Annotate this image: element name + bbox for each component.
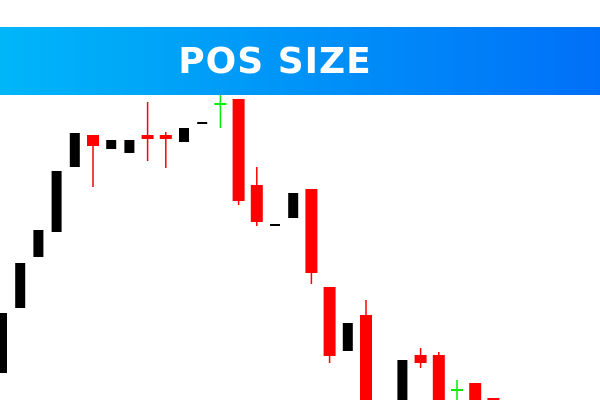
candle-10 (159, 132, 172, 168)
candle-body (197, 122, 208, 124)
candle-body (414, 355, 427, 363)
candle-21 (360, 300, 372, 400)
candle-body (214, 103, 227, 105)
candle-6 (87, 135, 99, 187)
candle-body (397, 360, 408, 400)
candle-12 (197, 122, 208, 124)
candle-body (51, 171, 62, 232)
candle-2 (15, 263, 26, 308)
candle-body (323, 287, 336, 356)
candle-body (451, 389, 463, 391)
candle-body (342, 323, 353, 351)
candle-27 (469, 383, 482, 400)
candle-9 (141, 102, 154, 161)
candle-body (360, 315, 372, 400)
candle-1 (0, 313, 7, 373)
candle-body (15, 263, 26, 308)
candle-11 (179, 128, 189, 142)
candle-body (141, 135, 154, 139)
candle-25 (432, 352, 445, 400)
candle-body (305, 189, 318, 273)
candle-23 (397, 360, 408, 400)
candle-body (106, 140, 117, 149)
candle-18 (305, 189, 318, 284)
candle-body (270, 224, 280, 226)
candle-28 (487, 398, 500, 400)
candle-body (288, 193, 299, 218)
candle-body (33, 230, 44, 257)
candle-17 (288, 193, 299, 218)
candle-body (250, 185, 263, 222)
candle-body (124, 140, 135, 153)
candle-body (179, 128, 189, 142)
candle-body (69, 133, 80, 167)
candle-13 (214, 95, 227, 128)
candle-body (87, 135, 99, 146)
candle-body (232, 99, 245, 201)
candle-body (469, 383, 482, 400)
candle-8 (124, 140, 135, 153)
title-banner: POS SIZE (0, 27, 600, 95)
candle-7 (106, 140, 117, 149)
candle-4 (51, 171, 62, 232)
candle-3 (33, 230, 44, 257)
candle-20 (342, 323, 353, 351)
candle-26 (451, 380, 463, 400)
candle-24 (414, 348, 427, 368)
candle-body (159, 135, 172, 139)
candle-15 (250, 167, 263, 226)
candle-19 (323, 287, 336, 363)
candle-14 (232, 99, 245, 205)
candle-body (432, 355, 445, 400)
candle-body (0, 313, 7, 373)
candle-16 (270, 224, 280, 226)
candle-5 (69, 133, 80, 167)
candle-body (487, 398, 500, 400)
banner-title: POS SIZE (178, 40, 372, 82)
